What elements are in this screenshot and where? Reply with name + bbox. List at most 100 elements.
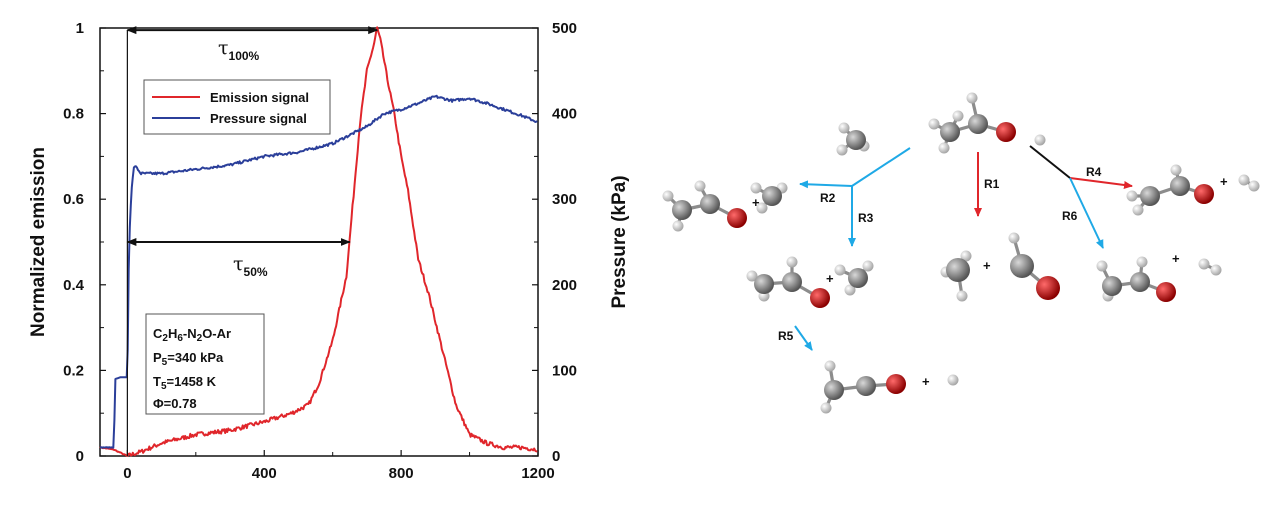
carbon-atom — [1170, 176, 1190, 196]
hydrogen-atom — [672, 220, 684, 232]
y2-tick-label: 500 — [552, 20, 577, 37]
molecule-r4-acetyl — [1126, 164, 1214, 216]
hydrogen-atom — [820, 402, 832, 414]
conditions-box: C2H6-N2O-Ar P5=340 kPa T5=1458 K Φ=0.78 — [145, 313, 265, 415]
molecule-r1-co — [1008, 232, 1060, 300]
hydrogen-atom — [1126, 190, 1138, 202]
hydrogen-atom — [824, 360, 836, 372]
x-tick-label: 800 — [389, 465, 414, 482]
arrow-r2 — [799, 180, 853, 189]
carbon-atom — [700, 194, 720, 214]
carbon-atom — [762, 186, 782, 206]
carbon-atom — [754, 274, 774, 294]
series-line-pressure — [100, 94, 538, 449]
reaction-label-r6: R6 — [1062, 209, 1078, 223]
carbon-atom — [846, 130, 866, 150]
oxygen-atom — [1194, 184, 1214, 204]
oxygen-atom — [727, 208, 747, 228]
molecule-r6-h2 — [1198, 258, 1222, 276]
hydrogen-atom — [1170, 164, 1182, 176]
reaction-pathway-diagram: R1 R2 R3 R4 R5 R6 + + + + + + — [662, 92, 1260, 414]
hydrogen-atom — [956, 290, 968, 302]
molecule-r5-hydrogen — [947, 374, 959, 386]
y-tick-label: 0.2 — [63, 362, 84, 379]
molecule-r3-methyl — [834, 260, 874, 296]
molecule-r3-acetyl — [746, 256, 830, 308]
molecule-hydrogen-top — [1034, 134, 1046, 146]
carbon-atom — [940, 122, 960, 142]
legend-label-pressure: Pressure signal — [210, 111, 307, 126]
carbon-atom — [672, 200, 692, 220]
x-tick-label: 1200 — [521, 465, 554, 482]
hydrogen-atom — [1248, 180, 1260, 192]
axis-ticks: 0 400 800 120000.20.40.60.81010020030040050… — [63, 20, 577, 482]
hydrogen-atom — [750, 182, 762, 194]
hydrogen-atom — [1008, 232, 1020, 244]
x-tick-label: 0 — [123, 465, 131, 482]
y-tick-label: 0.8 — [63, 106, 84, 123]
hydrogen-atom — [1210, 264, 1222, 276]
condition-mixture: C2H6-N2O-Ar — [153, 326, 231, 344]
arrow-r5 — [794, 325, 813, 351]
y2-tick-label: 0 — [552, 448, 560, 465]
tau-annotations: τ100% τ50% — [126, 26, 379, 456]
molecule-methyl-top — [836, 122, 870, 156]
molecule-r2-methyl — [750, 182, 788, 214]
reaction-arrows — [794, 145, 1133, 351]
hydrogen-atom — [694, 180, 706, 192]
plus-sign: + — [752, 195, 760, 210]
tau100-label: τ100% — [218, 37, 260, 63]
carbon-atom — [824, 380, 844, 400]
hydrogen-atom — [1034, 134, 1046, 146]
branch-line-left — [851, 147, 911, 187]
carbon-atom — [1010, 254, 1034, 278]
reaction-label-r5: R5 — [778, 329, 794, 343]
y2-tick-label: 200 — [552, 277, 577, 294]
oxygen-atom — [996, 122, 1016, 142]
carbon-atom — [1140, 186, 1160, 206]
y-tick-label: 0.6 — [63, 191, 84, 208]
plus-sign: + — [1220, 174, 1228, 189]
y-tick-label: 1 — [76, 20, 84, 37]
tau50-label: τ50% — [233, 253, 268, 279]
molecule-r4-h2 — [1238, 174, 1260, 192]
molecule-r6-acetyl — [1096, 256, 1176, 302]
oxygen-atom — [1156, 282, 1176, 302]
hydrogen-atom — [1096, 260, 1108, 272]
oxygen-atom — [810, 288, 830, 308]
plus-sign: + — [922, 374, 930, 389]
plus-sign: + — [826, 271, 834, 286]
y-axis-label: Normalized emission — [28, 147, 49, 337]
molecule-r1-methyl — [940, 250, 972, 302]
plus-sign: + — [1172, 251, 1180, 266]
hydrogen-atom — [836, 144, 848, 156]
molecule-r5-ketenyl — [820, 360, 906, 414]
hydrogen-atom — [1238, 174, 1250, 186]
chart-series — [99, 26, 538, 457]
carbon-atom — [848, 268, 868, 288]
x-tick-label: 400 — [252, 465, 277, 482]
hydrogen-atom — [1136, 256, 1148, 268]
condition-phi: Φ=0.78 — [153, 396, 197, 411]
hydrogen-atom — [662, 190, 674, 202]
conditions-frame — [145, 313, 265, 415]
oxygen-atom — [886, 374, 906, 394]
carbon-atom — [946, 258, 970, 282]
carbon-atom — [856, 376, 876, 396]
legend: Emission signal Pressure signal — [143, 79, 331, 135]
y-tick-label: 0.4 — [63, 277, 85, 294]
hydrogen-atom — [834, 264, 846, 276]
reaction-label-r2: R2 — [820, 191, 836, 205]
hydrogen-atom — [952, 110, 964, 122]
carbon-atom — [968, 114, 988, 134]
hydrogen-atom — [786, 256, 798, 268]
y-tick-label: 0 — [76, 448, 84, 465]
reaction-label-r1: R1 — [984, 177, 1000, 191]
legend-label-emission: Emission signal — [210, 90, 309, 105]
y2-tick-label: 300 — [552, 191, 577, 208]
condition-pressure: P5=340 kPa — [153, 350, 224, 368]
hydrogen-atom — [838, 122, 850, 134]
hydrogen-atom — [1198, 258, 1210, 270]
molecule-acetaldehyde — [928, 92, 1016, 154]
